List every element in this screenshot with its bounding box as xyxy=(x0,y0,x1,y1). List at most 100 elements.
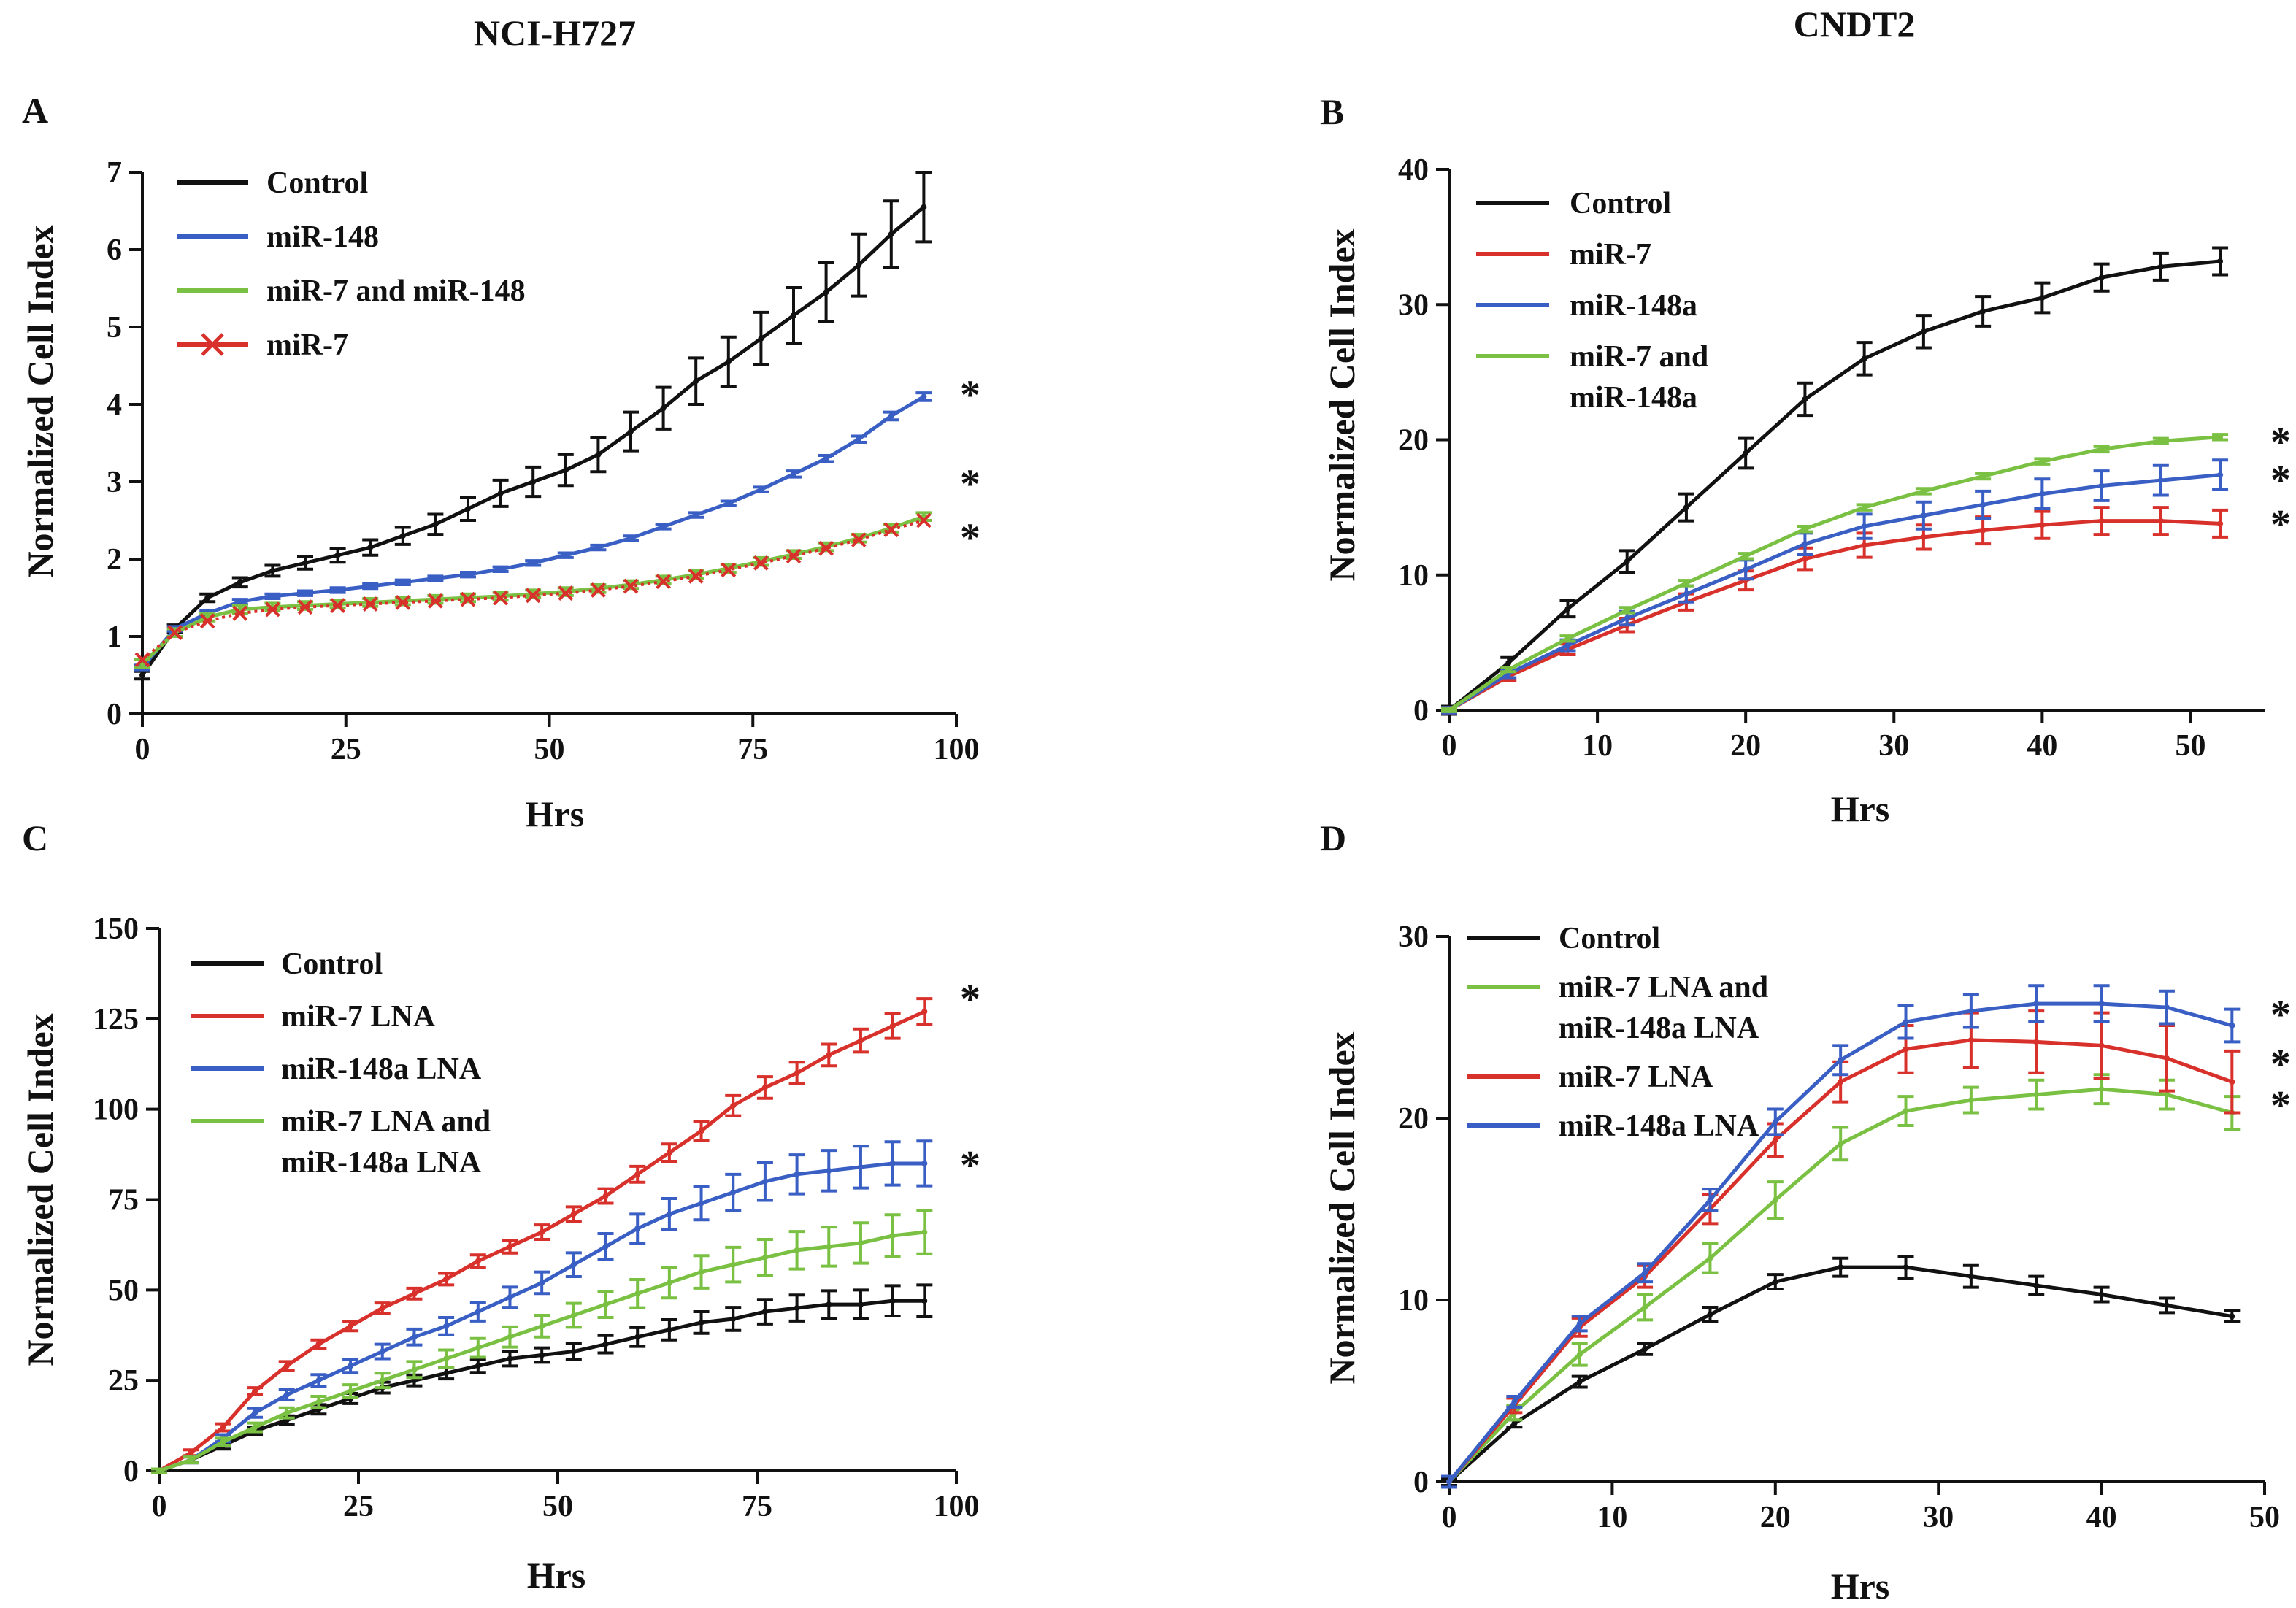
data-point-mir-7-lna xyxy=(374,1301,391,1315)
point-dot xyxy=(2039,294,2046,301)
point-dot xyxy=(570,1211,577,1217)
data-point-mir-7-lna-and-mir-148a-lna xyxy=(469,1336,486,1359)
point-dot xyxy=(443,1276,450,1282)
point-dot xyxy=(283,1409,290,1416)
column-title-right: CNDT2 xyxy=(1794,4,1916,45)
legend-label: miR-148a LNA xyxy=(1559,1012,1759,1045)
data-point-mir-7-and-mir-148a xyxy=(2152,436,2169,446)
point-dot xyxy=(730,1189,737,1196)
data-point-mir-148 xyxy=(525,559,542,567)
point-dot xyxy=(725,500,732,507)
data-point-control xyxy=(590,436,607,474)
data-point-control xyxy=(2034,281,2051,315)
y-tick-label: 7 xyxy=(107,156,122,190)
legend-item-mir-7-and-mir-148: miR-7 and miR-148 xyxy=(177,274,526,308)
data-point-mir-148a-lna xyxy=(693,1185,710,1222)
point-dot xyxy=(1505,666,1512,673)
x-marker-stroke xyxy=(264,601,280,618)
point-dot xyxy=(1772,1118,1778,1125)
point-dot xyxy=(1576,1320,1583,1327)
point-dot xyxy=(602,1341,609,1347)
point-dot xyxy=(1903,1264,1909,1271)
point-dot xyxy=(794,1070,800,1077)
point-dot xyxy=(1967,1273,1974,1280)
legend-label: miR-148a LNA xyxy=(1559,1109,1759,1143)
point-dot xyxy=(204,595,211,601)
data-point-mir-7-and-mir-148a xyxy=(2212,433,2229,442)
data-point-mir-7-lna xyxy=(310,1338,327,1350)
data-point-control xyxy=(915,171,932,244)
point-dot xyxy=(2157,477,2164,484)
data-point-control xyxy=(623,410,639,453)
data-point-control xyxy=(134,669,150,681)
series-line-mir-148 xyxy=(141,395,925,669)
point-dot xyxy=(1980,473,1986,480)
x-tick-label: 100 xyxy=(934,1490,980,1523)
data-point-mir-7 xyxy=(623,578,639,594)
data-point-mir-7-lna-and-mir-148a-lna xyxy=(1702,1242,1719,1274)
data-point-mir-7-lna xyxy=(693,1120,710,1142)
point-dot xyxy=(2039,491,2046,497)
data-point-control xyxy=(629,1326,646,1348)
data-point-mir-7 xyxy=(721,562,737,578)
legend-label: miR-148a xyxy=(1570,289,1697,323)
data-point-mir-7-lna-and-mir-148a-lna xyxy=(278,1406,295,1420)
x-marker-stroke xyxy=(167,625,183,641)
data-point-mir-7-lna xyxy=(469,1253,486,1269)
point-dot xyxy=(693,512,699,518)
point-dot xyxy=(761,1084,768,1090)
data-point-mir-148a-lna xyxy=(1441,1474,1457,1489)
data-point-mir-7-lna xyxy=(725,1093,742,1117)
data-point-mir-7 xyxy=(525,588,541,604)
x-tick-label: 75 xyxy=(737,733,768,766)
point-dot xyxy=(2217,520,2224,527)
data-point-mir-7-lna-and-mir-148a-lna xyxy=(310,1394,327,1409)
point-dot xyxy=(1838,1264,1844,1271)
point-dot xyxy=(570,1312,577,1319)
series-line-control xyxy=(140,205,925,677)
data-point-mir-148a-lna xyxy=(2093,984,2110,1024)
y-tick-label: 0 xyxy=(123,1455,139,1488)
data-point-mir-148a-lna xyxy=(852,1145,869,1190)
x-tick-label: 20 xyxy=(1730,729,1761,763)
point-dot xyxy=(889,1298,896,1304)
data-point-mir-7-lna-and-mir-148a-lna xyxy=(1767,1180,1784,1220)
data-point-control xyxy=(1856,341,1873,377)
point-dot xyxy=(758,486,764,493)
data-point-mir-148a-lna xyxy=(1637,1262,1654,1284)
series-line-mir-7 xyxy=(1448,519,2221,712)
point-dot xyxy=(188,1450,194,1456)
point-dot xyxy=(2098,1086,2105,1093)
point-dot xyxy=(602,1193,609,1199)
y-tick-label: 40 xyxy=(1398,153,1429,187)
data-point-mir-7 xyxy=(395,594,411,610)
x-tick-label: 10 xyxy=(1597,1501,1627,1534)
data-point-mir-148 xyxy=(297,589,313,597)
y-tick-label: 30 xyxy=(1398,288,1429,322)
data-point-mir-7 xyxy=(134,652,150,668)
point-dot xyxy=(539,1229,545,1236)
data-point-mir-148a-lna xyxy=(469,1301,486,1323)
point-dot xyxy=(2157,438,2164,445)
point-dot xyxy=(315,1377,322,1384)
significance-star: * xyxy=(960,516,980,561)
data-point-mir-148a-lna xyxy=(406,1327,423,1347)
point-dot xyxy=(315,1341,322,1347)
point-dot xyxy=(539,1323,545,1329)
data-point-mir-7-lna-and-mir-148a-lna xyxy=(788,1230,805,1271)
data-point-mir-7-lna xyxy=(756,1075,773,1100)
point-dot xyxy=(1505,660,1512,666)
data-point-mir-148 xyxy=(590,543,607,552)
point-dot xyxy=(857,1163,864,1170)
data-point-mir-7-lna xyxy=(406,1286,423,1301)
point-dot xyxy=(725,358,732,365)
point-dot xyxy=(443,1323,450,1329)
data-point-mir-7-and-mir-148a xyxy=(1797,525,1813,534)
legend-label: miR-7 LNA and xyxy=(281,1105,491,1139)
data-point-mir-7-lna-and-mir-148a-lna xyxy=(629,1277,646,1309)
data-point-control xyxy=(688,356,704,406)
data-point-control xyxy=(534,1346,550,1364)
x-tick-label: 100 xyxy=(934,733,980,766)
point-dot xyxy=(220,1439,226,1445)
data-point-control xyxy=(2093,1285,2110,1304)
